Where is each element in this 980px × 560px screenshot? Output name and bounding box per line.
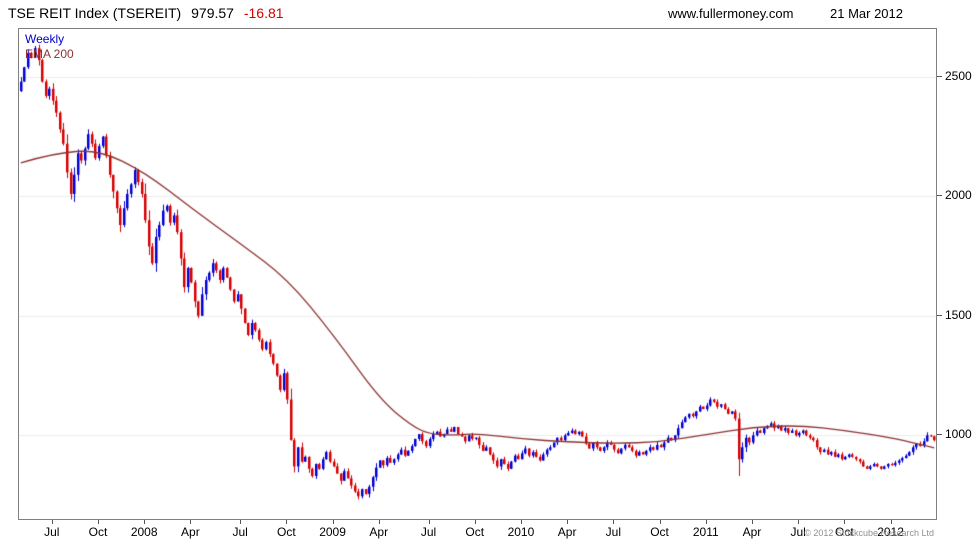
- y-axis-label: 2500: [945, 68, 972, 83]
- x-axis-label: Jul: [420, 525, 437, 539]
- x-axis-tick: [286, 520, 287, 524]
- website-text: www.fullermoney.com: [668, 6, 794, 21]
- x-axis-tick: [752, 520, 753, 524]
- x-axis-label: Apr: [181, 525, 200, 539]
- x-axis-tick: [52, 520, 53, 524]
- y-axis-label: 1500: [945, 307, 972, 322]
- x-axis-label: Oct: [465, 525, 485, 539]
- y-axis-tick: [937, 434, 942, 435]
- x-axis-label: Jul: [605, 525, 621, 539]
- x-axis-label: Jul: [44, 525, 60, 539]
- x-axis-label: Jul: [232, 525, 248, 539]
- y-axis-tick: [937, 315, 942, 316]
- x-axis-tick: [660, 520, 661, 524]
- y-axis-tick: [937, 195, 942, 196]
- x-axis-label: Oct: [88, 525, 108, 539]
- x-axis-tick: [190, 520, 191, 524]
- x-axis-tick: [798, 520, 799, 524]
- x-axis-label: Apr: [369, 525, 389, 539]
- x-axis-tick: [240, 520, 241, 524]
- x-axis-tick: [333, 520, 334, 524]
- x-axis-tick: [567, 520, 568, 524]
- x-axis-label: 2010: [507, 525, 535, 539]
- x-axis-tick: [844, 520, 845, 524]
- chart-frame: Weekly EMA 200: [18, 28, 937, 520]
- x-axis-tick: [891, 520, 892, 524]
- x-axis-label: 2012: [877, 525, 904, 539]
- last-price: 979.57: [191, 5, 234, 21]
- x-axis-label: Oct: [835, 525, 854, 539]
- chart-legend: Weekly EMA 200: [25, 32, 74, 62]
- x-axis-tick: [144, 520, 145, 524]
- legend-ema: EMA 200: [25, 47, 74, 61]
- chart-date: 21 Mar 2012: [830, 6, 903, 21]
- price-change: -16.81: [243, 5, 284, 21]
- x-axis-tick: [98, 520, 99, 524]
- x-axis-label: 2009: [319, 525, 346, 539]
- x-axis-label: Oct: [277, 525, 296, 539]
- x-axis-label: 2011: [692, 525, 719, 539]
- x-axis-tick: [706, 520, 707, 524]
- x-axis-label: Apr: [557, 525, 577, 539]
- x-axis-tick: [521, 520, 522, 524]
- copyright-notice: © 2012 Stockcube Research Ltd: [804, 528, 934, 538]
- x-axis-tick: [475, 520, 476, 524]
- x-axis-label: Apr: [742, 525, 762, 539]
- x-axis-tick: [613, 520, 614, 524]
- x-axis-label: Oct: [650, 525, 669, 539]
- y-axis-label: 1000: [945, 427, 972, 442]
- x-axis-label: Jul: [790, 525, 806, 539]
- legend-timeframe: Weekly: [25, 32, 65, 46]
- y-axis-tick: [937, 76, 942, 77]
- y-axis-label: 2000: [945, 188, 972, 203]
- chart-title: TSE REIT Index (TSEREIT): [8, 5, 182, 21]
- price-chart-canvas: [19, 29, 936, 519]
- x-axis-tick: [379, 520, 380, 524]
- x-axis-tick: [429, 520, 430, 524]
- chart-header: TSE REIT Index (TSEREIT) 979.57 -16.81: [8, 5, 284, 21]
- x-axis-label: 2008: [130, 525, 158, 539]
